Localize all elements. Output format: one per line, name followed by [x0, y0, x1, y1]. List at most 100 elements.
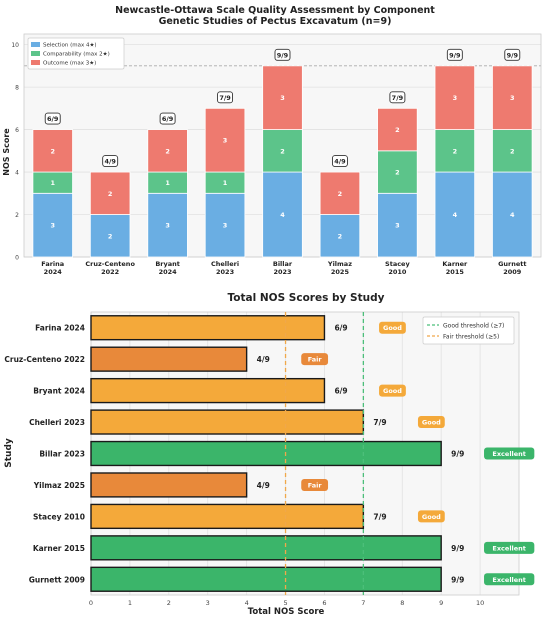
- chart1-ytick-label: 6: [15, 127, 19, 134]
- chart1-category-label: Chelleri: [211, 260, 239, 268]
- chart1-category-label: Cruz-Centeno: [85, 260, 135, 268]
- chart2-rating-badge: [484, 573, 535, 586]
- chart2-rating-label: Good: [383, 324, 402, 332]
- chart2-legend-box: [422, 316, 515, 345]
- chart1-bar-segment: [434, 65, 476, 130]
- chart1-segment-label: 3: [223, 137, 228, 145]
- chart2-xtick-label: 6: [322, 599, 326, 607]
- chart2-legend-label: Good threshold (≥7): [443, 322, 504, 329]
- chart1-bar-segment: [89, 171, 131, 215]
- chart2-xtick-label: 7: [361, 599, 365, 607]
- chart1-segment-label: 2: [165, 147, 170, 155]
- chart2-bar: [90, 409, 365, 435]
- chart1-bar-segment: [377, 192, 418, 258]
- chart1-total-label: 7/9: [392, 94, 404, 102]
- chart2-rating-label: Good: [422, 419, 441, 427]
- chart1-category-label: Yilmaz: [327, 260, 352, 268]
- chart1-category-label: Gurnett: [498, 260, 526, 268]
- chart1-title: Newcastle-Ottawa Scale Quality Assessmen…: [115, 5, 435, 16]
- chart1-segment-label: 4: [280, 211, 285, 219]
- chart1-ylabel: NOS Score: [2, 128, 11, 176]
- chart2-rating-badge: [484, 541, 535, 554]
- chart2-rating-label: Fair: [308, 481, 323, 489]
- chart1-bar-segment: [262, 129, 303, 173]
- chart1-bar-segment: [262, 65, 303, 130]
- chart1-subtitle: Genetic Studies of Pectus Excavatum (n=9…: [159, 16, 392, 27]
- chart1-bar-segment: [147, 129, 188, 173]
- chart1-bar-segment: [262, 171, 303, 258]
- chart1-segment-label: 1: [165, 179, 170, 187]
- chart2-rating-label: Excellent: [492, 450, 526, 458]
- chart2-bar: [90, 503, 365, 530]
- chart1-total-label: 9/9: [507, 51, 519, 59]
- chart2-bar: [90, 346, 248, 372]
- chart1-segment-label: 2: [453, 147, 458, 155]
- chart1-total-badge: [504, 48, 521, 61]
- chart1-total-badge: [217, 91, 234, 104]
- chart2-xtick-label: 2: [167, 599, 171, 607]
- chart1-category-label: 2022: [101, 268, 119, 276]
- chart1-bar-segment: [434, 129, 476, 173]
- chart1-category-label: 2015: [446, 268, 465, 276]
- chart1-segment-label: 2: [510, 147, 515, 155]
- chart1-total-label: 4/9: [334, 158, 346, 166]
- chart2-value-label: 7/9: [373, 418, 386, 427]
- chart2-bar: [90, 440, 442, 467]
- chart1-bar-segment: [204, 107, 246, 173]
- chart1-category-label: Farina: [41, 260, 64, 268]
- chart2-value-label: 4/9: [257, 355, 270, 364]
- chart1-total-badge: [159, 112, 176, 125]
- chart1-bar-segment: [377, 150, 418, 194]
- chart2-rating-label: Good: [422, 513, 441, 521]
- stacked-bar-chart: Newcastle-Ottawa Scale Quality Assessmen…: [2, 5, 542, 276]
- chart2-category-label: Bryant 2024: [33, 387, 85, 396]
- chart1-category-label: Bryant: [155, 260, 180, 268]
- chart1-segment-label: 2: [395, 169, 400, 177]
- chart1-bar-segment: [377, 107, 418, 152]
- chart1-category-label: 2009: [503, 268, 522, 276]
- chart2-xlabel: Total NOS Score: [248, 607, 325, 617]
- chart1-legend-swatch: [31, 42, 40, 47]
- chart2-rating-badge: [484, 447, 535, 460]
- chart1-total-label: 6/9: [47, 115, 59, 123]
- chart1-ytick-label: 4: [15, 170, 19, 177]
- chart1-total-badge: [446, 48, 463, 61]
- chart1-bar-segment: [32, 192, 73, 258]
- chart1-segment-label: 2: [338, 232, 343, 240]
- chart1-segment-label: 2: [395, 126, 400, 134]
- chart1-total-label: 4/9: [104, 158, 116, 166]
- chart1-category-label: Karner: [442, 260, 468, 268]
- chart1-category-label: 2023: [216, 268, 234, 276]
- chart1-ytick-label: 10: [11, 42, 19, 49]
- chart2-rating-label: Excellent: [492, 576, 526, 584]
- chart2-category-label: Stacey 2010: [33, 512, 85, 521]
- chart1-bar-segment: [434, 171, 476, 258]
- chart2-ylabel: Study: [4, 438, 14, 468]
- chart2-xtick-label: 10: [476, 599, 484, 607]
- chart2-value-label: 4/9: [257, 481, 270, 490]
- chart1-total-badge: [102, 155, 119, 167]
- chart1-bar-segment: [492, 171, 533, 258]
- chart2-legend-label: Fair threshold (≥5): [443, 333, 499, 340]
- chart2-bar: [90, 315, 326, 341]
- chart2-rating-badge: [379, 384, 406, 397]
- chart2-title: Total NOS Scores by Study: [228, 292, 385, 304]
- chart1-segment-label: 2: [50, 147, 55, 155]
- chart1-legend-label: Selection (max 4★): [43, 43, 97, 49]
- chart1-bar-segment: [319, 171, 361, 215]
- chart1-segment-label: 2: [280, 147, 285, 155]
- chart1-segment-label: 3: [395, 222, 400, 230]
- chart2-category-label: Chelleri 2023: [29, 418, 85, 427]
- chart2-rating-badge: [417, 416, 445, 429]
- chart2-category-label: Farina 2024: [35, 324, 85, 333]
- chart1-segment-label: 3: [280, 94, 285, 102]
- chart1-bar-segment: [492, 129, 533, 173]
- chart1-total-badge: [44, 112, 61, 125]
- chart1-total-badge: [389, 91, 406, 104]
- chart2-category-label: Cruz-Centeno 2022: [4, 355, 85, 364]
- chart1-legend-swatch: [31, 51, 40, 56]
- chart1-category-label: 2025: [331, 268, 350, 276]
- chart1-segment-label: 4: [453, 211, 458, 219]
- chart2-bar: [90, 535, 442, 561]
